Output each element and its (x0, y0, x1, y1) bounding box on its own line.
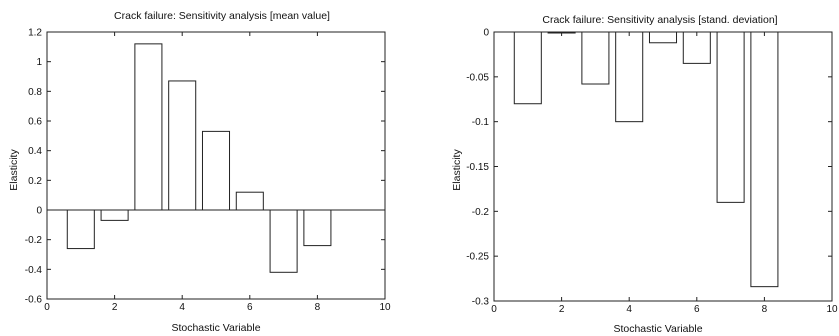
bar-4 (168, 80, 197, 211)
bar-5 (201, 130, 231, 211)
x-tick-label: 8 (762, 304, 768, 315)
tick-marks (493, 31, 833, 302)
x-tick-label: 4 (179, 302, 185, 313)
y-tick-label: -0.25 (466, 252, 489, 263)
bar-7 (269, 209, 298, 273)
y-tick-label: -0.15 (466, 162, 489, 173)
x-tick-labels: 0 2 4 6 8 10 (44, 302, 391, 313)
x-tick-label: 2 (112, 302, 118, 313)
chart-title: Crack failure: Sensitivity analysis [sta… (542, 14, 777, 26)
plot-frame (493, 31, 833, 302)
y-tick-labels: -0.3 -0.25 -0.2 -0.15 -0.1 -0.05 0 (466, 28, 489, 308)
y-tick-label: -0.4 (25, 265, 43, 276)
x-tick-label: 8 (315, 302, 321, 313)
bar-7 (716, 31, 745, 203)
y-tick-label: -0.2 (472, 207, 490, 218)
y-tick-label: -0.05 (466, 72, 489, 83)
y-tick-label: 0.8 (28, 87, 42, 98)
y-axis-label: Elasticity (8, 149, 20, 191)
y-tick-label: -0.1 (472, 117, 490, 128)
x-tick-label: 10 (826, 304, 838, 315)
y-tick-label: -0.6 (25, 295, 43, 306)
bar-series (66, 43, 332, 273)
y-tick-label: 0.4 (28, 146, 42, 157)
x-tick-label: 6 (694, 304, 700, 315)
x-tick-label: 0 (44, 302, 50, 313)
y-tick-labels: -0.6 -0.4 -0.2 0 0.2 0.4 0.6 0.8 1 1.2 (25, 28, 43, 306)
y-tick-label: 1 (36, 57, 42, 68)
bar-6 (235, 191, 264, 211)
bar-8 (303, 209, 332, 247)
bar-series (513, 31, 779, 288)
x-axis-label: Stochastic Variable (171, 322, 260, 334)
stand-deviation-chart: Crack failure: Sensitivity analysis [sta… (451, 14, 838, 335)
bar-3 (581, 31, 610, 85)
bar-1 (513, 31, 542, 105)
x-tick-label: 2 (559, 304, 565, 315)
plot-frame (46, 31, 386, 300)
bar-6 (682, 31, 711, 64)
bar-3 (134, 43, 163, 211)
y-axis-label: Elasticity (451, 149, 463, 191)
x-tick-label: 0 (491, 304, 497, 315)
y-tick-label: 0.2 (28, 176, 42, 187)
bar-1 (66, 209, 95, 250)
x-tick-label: 10 (379, 302, 391, 313)
y-tick-label: 1.2 (28, 28, 42, 39)
y-tick-label: 0 (483, 28, 489, 39)
chart-title: Crack failure: Sensitivity analysis [mea… (114, 10, 330, 22)
y-tick-label: -0.2 (25, 235, 43, 246)
x-tick-labels: 0 2 4 6 8 10 (491, 304, 838, 315)
x-axis-label: Stochastic Variable (613, 323, 702, 335)
y-tick-label: 0.6 (28, 117, 42, 128)
y-tick-label: 0 (36, 206, 42, 217)
bar-4 (615, 31, 644, 123)
y-tick-label: -0.3 (472, 297, 490, 308)
bar-5 (648, 31, 678, 44)
x-tick-label: 4 (626, 304, 632, 315)
bar-8 (750, 31, 779, 288)
mean-value-chart: Crack failure: Sensitivity analysis [mea… (8, 10, 391, 334)
x-tick-label: 6 (247, 302, 253, 313)
bar-2 (100, 209, 129, 221)
